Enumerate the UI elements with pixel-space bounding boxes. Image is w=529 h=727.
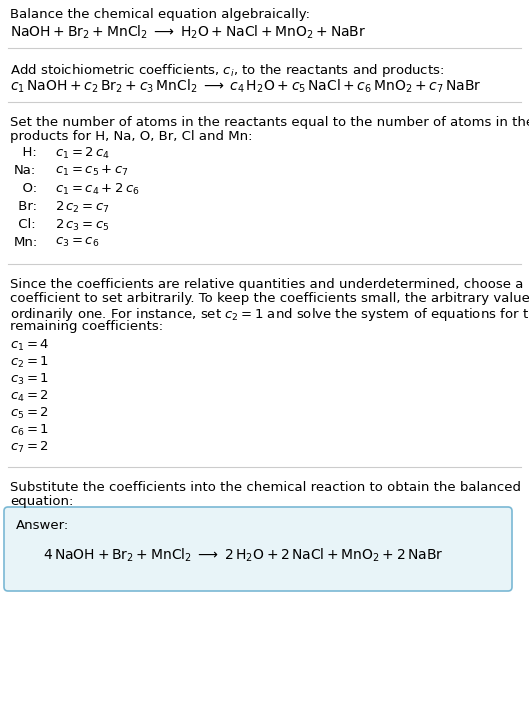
Text: Mn:: Mn: (14, 236, 38, 249)
Text: remaining coefficients:: remaining coefficients: (10, 320, 163, 333)
Text: Set the number of atoms in the reactants equal to the number of atoms in the: Set the number of atoms in the reactants… (10, 116, 529, 129)
Text: Br:: Br: (14, 200, 37, 213)
Text: $c_4 = 2$: $c_4 = 2$ (10, 389, 49, 404)
Text: equation:: equation: (10, 495, 74, 508)
Text: $c_2 = 1$: $c_2 = 1$ (10, 355, 49, 370)
Text: Balance the chemical equation algebraically:: Balance the chemical equation algebraica… (10, 8, 310, 21)
Text: Na:: Na: (14, 164, 37, 177)
Text: $c_1 = c_4 + 2\,c_6$: $c_1 = c_4 + 2\,c_6$ (55, 182, 140, 197)
Text: $c_3 = c_6$: $c_3 = c_6$ (55, 236, 99, 249)
Text: $2\,c_3 = c_5$: $2\,c_3 = c_5$ (55, 218, 110, 233)
Text: $c_1 = 2\,c_4$: $c_1 = 2\,c_4$ (55, 146, 110, 161)
Text: $c_1 = c_5 + c_7$: $c_1 = c_5 + c_7$ (55, 164, 129, 178)
Text: $c_7 = 2$: $c_7 = 2$ (10, 440, 49, 455)
Text: O:: O: (14, 182, 37, 195)
Text: Substitute the coefficients into the chemical reaction to obtain the balanced: Substitute the coefficients into the che… (10, 481, 521, 494)
Text: $2\,c_2 = c_7$: $2\,c_2 = c_7$ (55, 200, 110, 215)
Text: coefficient to set arbitrarily. To keep the coefficients small, the arbitrary va: coefficient to set arbitrarily. To keep … (10, 292, 529, 305)
Text: products for H, Na, O, Br, Cl and Mn:: products for H, Na, O, Br, Cl and Mn: (10, 130, 252, 143)
Text: $c_3 = 1$: $c_3 = 1$ (10, 372, 49, 387)
FancyBboxPatch shape (4, 507, 512, 591)
Text: Answer:: Answer: (16, 519, 69, 532)
Text: $c_5 = 2$: $c_5 = 2$ (10, 406, 49, 421)
Text: $4\,\mathrm{NaOH} + \mathrm{Br_2} + \mathrm{MnCl_2} \;\longrightarrow\; 2\,\math: $4\,\mathrm{NaOH} + \mathrm{Br_2} + \mat… (43, 547, 443, 564)
Text: Since the coefficients are relative quantities and underdetermined, choose a: Since the coefficients are relative quan… (10, 278, 523, 291)
Text: Add stoichiometric coefficients, $c_i$, to the reactants and products:: Add stoichiometric coefficients, $c_i$, … (10, 62, 444, 79)
Text: $c_1 = 4$: $c_1 = 4$ (10, 338, 49, 353)
Text: Cl:: Cl: (14, 218, 35, 231)
Text: H:: H: (14, 146, 37, 159)
Text: ordinarily one. For instance, set $c_2 = 1$ and solve the system of equations fo: ordinarily one. For instance, set $c_2 =… (10, 306, 529, 323)
Text: $\mathrm{NaOH + Br_2 + MnCl_2} \;\longrightarrow\; \mathrm{H_2O + NaCl + MnO_2 +: $\mathrm{NaOH + Br_2 + MnCl_2} \;\longri… (10, 24, 366, 41)
Text: $c_1\,\mathrm{NaOH} + c_2\,\mathrm{Br_2} + c_3\,\mathrm{MnCl_2} \;\longrightarro: $c_1\,\mathrm{NaOH} + c_2\,\mathrm{Br_2}… (10, 78, 481, 95)
Text: $c_6 = 1$: $c_6 = 1$ (10, 423, 49, 438)
